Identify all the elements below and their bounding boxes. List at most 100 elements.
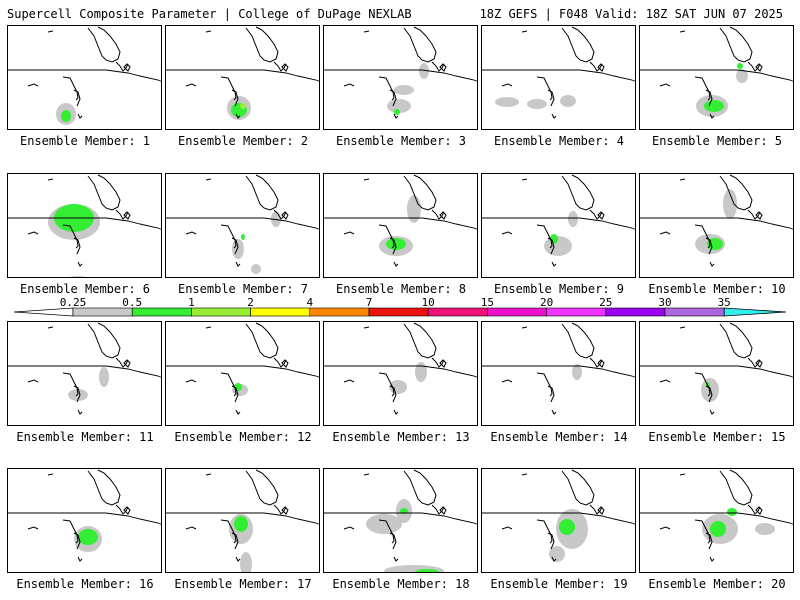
run-info: 18Z GEFS | F048 Valid: 18Z SAT JUN 07 20…	[479, 7, 783, 21]
ensemble-member-label: Ensemble Member: 18	[332, 577, 470, 591]
shore-outline	[205, 326, 212, 329]
ensemble-panel-13[interactable]	[323, 321, 478, 426]
colorbar	[13, 307, 787, 317]
coastline-outline	[87, 322, 121, 359]
latitude-line	[640, 217, 793, 230]
lake-outline	[501, 83, 513, 87]
scp-contour-0.25	[232, 239, 244, 259]
mainland-outline	[389, 532, 397, 550]
scp-contour-0.25	[251, 264, 261, 274]
colorbar-tick-label: 0.5	[122, 296, 143, 309]
ensemble-panel-8[interactable]	[323, 173, 478, 278]
shore-outline	[679, 30, 686, 33]
scp-contour-1	[415, 569, 439, 572]
small-coast-outline	[393, 261, 399, 267]
ensemble-map-5	[640, 26, 793, 119]
ensemble-panel-4[interactable]	[481, 25, 636, 130]
mainland-outline	[705, 385, 713, 403]
ensemble-panel-9[interactable]	[481, 173, 636, 278]
river-outline	[694, 519, 711, 544]
river-outline	[220, 519, 237, 544]
ensemble-member-label: Ensemble Member: 5	[651, 134, 783, 148]
ensemble-map-16	[8, 469, 161, 562]
ensemble-member-label: Ensemble Member: 12	[174, 430, 312, 444]
ensemble-panel-5[interactable]	[639, 25, 794, 130]
scp-contour-0.25	[527, 99, 547, 109]
island-outline	[439, 359, 447, 368]
ensemble-panel-6[interactable]	[7, 173, 162, 278]
ensemble-panel-20[interactable]	[639, 468, 794, 573]
mainland-outline	[705, 237, 713, 255]
ensemble-member-label: Ensemble Member: 20	[648, 577, 786, 591]
island-outline	[755, 63, 763, 72]
colorbar-segment	[427, 307, 488, 317]
small-coast-outline	[77, 409, 83, 415]
ensemble-panel-11[interactable]	[7, 321, 162, 426]
shore-outline	[363, 326, 370, 329]
coastline-outline	[87, 174, 121, 211]
scp-contour-1	[241, 234, 245, 240]
ensemble-panel-12[interactable]	[165, 321, 320, 426]
lake-outline	[659, 379, 671, 383]
scp-contour-1	[737, 63, 743, 69]
latitude-line	[166, 69, 319, 82]
river-outline	[378, 76, 395, 101]
lake-outline	[343, 526, 355, 530]
scp-contour-0.25	[495, 97, 519, 107]
scp-contour-0.25	[70, 276, 86, 277]
ensemble-map-7	[166, 174, 319, 274]
colorbar-segment	[487, 307, 547, 317]
scp-contour-0.25	[240, 552, 252, 572]
river-outline	[220, 76, 237, 101]
ensemble-panel-3[interactable]	[323, 25, 478, 130]
lake-outline	[185, 379, 197, 383]
ensemble-panel-10[interactable]	[639, 173, 794, 278]
ensemble-panel-7[interactable]	[165, 173, 320, 278]
coastline-outline	[403, 26, 437, 63]
small-coast-outline	[235, 113, 241, 119]
ensemble-panel-17[interactable]	[165, 468, 320, 573]
shore-outline	[47, 326, 54, 329]
ensemble-panel-15[interactable]	[639, 321, 794, 426]
river-outline	[62, 224, 79, 249]
coastline-outline	[719, 174, 753, 211]
scp-contour-1	[240, 103, 246, 109]
colorbar-segment	[131, 307, 192, 317]
island-outline	[281, 506, 289, 515]
ensemble-panel-2[interactable]	[165, 25, 320, 130]
colorbar-segment	[546, 307, 607, 317]
ensemble-panel-1[interactable]	[7, 25, 162, 130]
scp-contour-0.25	[394, 85, 414, 95]
peninsula-outline	[589, 504, 603, 515]
small-coast-outline	[77, 556, 83, 562]
ensemble-panel-19[interactable]	[481, 468, 636, 573]
coastline-outline	[561, 26, 595, 63]
ensemble-member-label: Ensemble Member: 6	[19, 282, 151, 296]
small-coast-outline	[551, 409, 557, 415]
coastline-outline	[561, 174, 595, 211]
latitude-line	[640, 512, 793, 525]
peninsula-outline	[115, 61, 129, 72]
mainland-outline	[547, 89, 555, 107]
colorbar-tick-label: 0.25	[59, 296, 87, 309]
latitude-line	[8, 512, 161, 525]
island-outline	[755, 359, 763, 368]
scp-contour-1	[727, 508, 737, 516]
ensemble-panel-18[interactable]	[323, 468, 478, 573]
mainland-outline	[547, 532, 555, 550]
colorbar-segment	[664, 307, 725, 317]
lake-outline	[343, 379, 355, 383]
mainland-outline	[73, 532, 81, 550]
coastline-outline	[719, 26, 753, 63]
ensemble-member-label: Ensemble Member: 7	[177, 282, 309, 296]
mainland-outline	[73, 89, 81, 107]
small-coast-outline	[393, 556, 399, 562]
lake-outline	[501, 231, 513, 235]
river-outline	[536, 519, 553, 544]
colorbar-tick-label: 10	[421, 296, 435, 309]
ensemble-panel-14[interactable]	[481, 321, 636, 426]
latitude-line	[640, 69, 793, 82]
island-outline	[597, 359, 605, 368]
island-outline	[123, 63, 131, 72]
ensemble-panel-16[interactable]	[7, 468, 162, 573]
